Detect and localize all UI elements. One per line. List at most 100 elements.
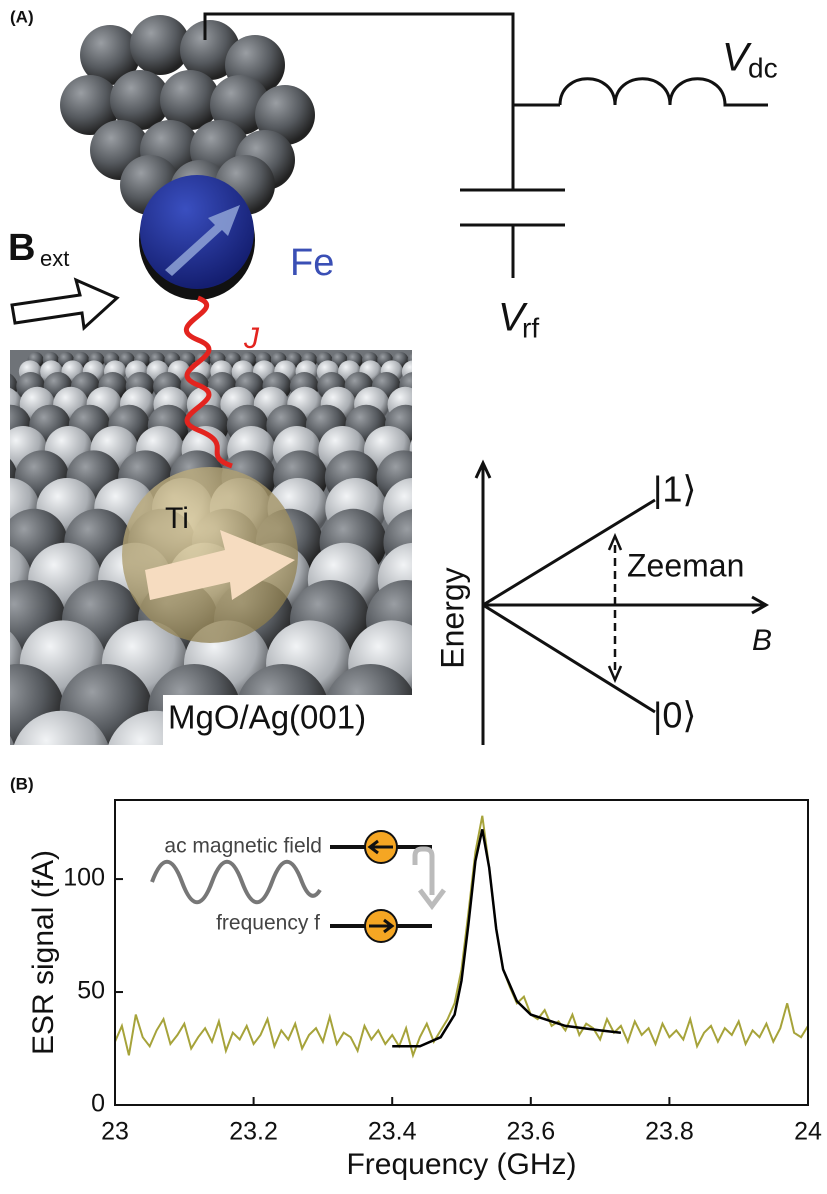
substrate-atom: [615, 360, 637, 382]
substrate-atom: [765, 664, 827, 757]
fe-atom: [140, 175, 254, 289]
substrate-atom: [508, 360, 530, 382]
substrate-atom: [546, 426, 594, 474]
zeeman-arrowheads: [609, 536, 621, 680]
vrf-subscript: rf: [522, 312, 539, 343]
substrate-atom: [797, 543, 827, 617]
x-tick-label: 23.4: [368, 1118, 417, 1146]
substrate-atom: [591, 372, 620, 401]
substrate-atom: [789, 387, 824, 422]
substrate-atom: [787, 478, 827, 539]
substrate-atom: [765, 711, 827, 810]
substrate-atom: [670, 580, 750, 660]
bext-subscript: ext: [40, 246, 69, 271]
panel-label: (A): [10, 7, 34, 26]
substrate-atom: [583, 450, 637, 504]
y-tick-label: 100: [63, 864, 105, 892]
substrate-atom: [655, 387, 690, 422]
substrate-atom: [755, 372, 784, 401]
substrate-atom: [424, 405, 466, 447]
inductor: [560, 79, 768, 105]
state-0: |0⟩: [653, 695, 696, 736]
state-1: |1⟩: [653, 469, 696, 510]
substrate-atom: [532, 450, 586, 504]
substrate-atom: [790, 450, 827, 504]
substrate-atom: [423, 352, 439, 368]
substrate-atom: [466, 360, 488, 382]
substrate-atom: [782, 372, 811, 401]
energy-label: Energy: [434, 567, 470, 668]
panel-label: (B): [10, 774, 34, 793]
substrate-atom: [480, 450, 534, 504]
substrate-atom: [427, 372, 456, 401]
inset-label: ac magnetic field: [164, 835, 322, 858]
page: (A) Fe J Ti MgO/Ag(001) B ext V dc V rf …: [0, 0, 827, 1194]
substrate-atom: [657, 360, 679, 382]
substrate-atom: [688, 387, 723, 422]
substrate-atom: [454, 387, 489, 422]
substrate-atom: [455, 426, 503, 474]
substrate-atom: [662, 405, 704, 447]
substrate-atom: [530, 360, 552, 382]
substrate-atom: [822, 387, 827, 422]
substrate-atom: [447, 509, 514, 576]
substrate-atom: [12, 711, 111, 810]
substrate-atom: [453, 352, 469, 368]
inset-label: frequency f: [216, 912, 320, 935]
substrate-atom: [594, 580, 674, 660]
substrate-atom: [729, 426, 777, 474]
bext-label: B: [8, 227, 35, 269]
substrate-atom: [730, 478, 791, 539]
substrate-label: MgO/Ag(001): [168, 699, 366, 736]
substrate-atom: [428, 450, 482, 504]
substrate-atom: [481, 372, 510, 401]
vdc-subscript: dc: [748, 52, 778, 83]
ti-label: Ti: [165, 502, 189, 535]
substrate-atom: [774, 426, 822, 474]
substrate-atom: [738, 450, 792, 504]
substrate-atom: [722, 387, 757, 422]
substrate-atom: [551, 360, 573, 382]
energy-diagram: [476, 463, 766, 745]
substrate-atom: [766, 509, 827, 576]
substrate-atom: [487, 360, 509, 382]
substrate-atom: [555, 387, 590, 422]
substrate-atom: [622, 405, 664, 447]
y-tick-label: 0: [91, 1090, 105, 1118]
substrate-atom: [423, 360, 445, 382]
substrate-atom: [488, 387, 523, 422]
x-axis-title: Frequency (GHz): [346, 1148, 576, 1181]
x-tick-label: 23: [101, 1118, 129, 1146]
substrate-atom: [454, 372, 483, 401]
substrate-atom: [780, 405, 822, 447]
substrate-atom: [572, 360, 594, 382]
x-tick-label: 23.6: [506, 1118, 555, 1146]
substrate-atom: [441, 478, 502, 539]
substrate-atom: [468, 352, 484, 368]
substrate-atom: [483, 711, 582, 810]
y-tick-label: 50: [77, 977, 105, 1005]
substrate-atom: [499, 352, 515, 368]
substrate-atom: [679, 360, 701, 382]
figure: (A) Fe J Ti MgO/Ag(001) B ext V dc V rf …: [0, 0, 827, 1189]
substrate-atom: [521, 387, 556, 422]
substrate-atom: [820, 426, 827, 474]
substrate-atom: [582, 405, 624, 447]
x-tick-label: 23.2: [229, 1118, 278, 1146]
y-axis-title: ESR signal (fA): [27, 850, 60, 1055]
substrate-atom: [0, 426, 2, 474]
substrate-atom: [646, 372, 675, 401]
substrate-atom: [543, 405, 585, 447]
fe-label: Fe: [290, 242, 334, 284]
x-tick-label: 23.8: [645, 1118, 694, 1146]
substrate-atom: [638, 426, 686, 474]
zeeman-label: Zeeman: [627, 547, 744, 583]
substrate-atom: [444, 360, 466, 382]
substrate-atom: [618, 372, 647, 401]
substrate-atom: [673, 372, 702, 401]
substrate-atom: [0, 509, 4, 576]
substrate-atom: [755, 387, 790, 422]
substrate-atom: [622, 387, 657, 422]
j-label: J: [243, 322, 260, 355]
